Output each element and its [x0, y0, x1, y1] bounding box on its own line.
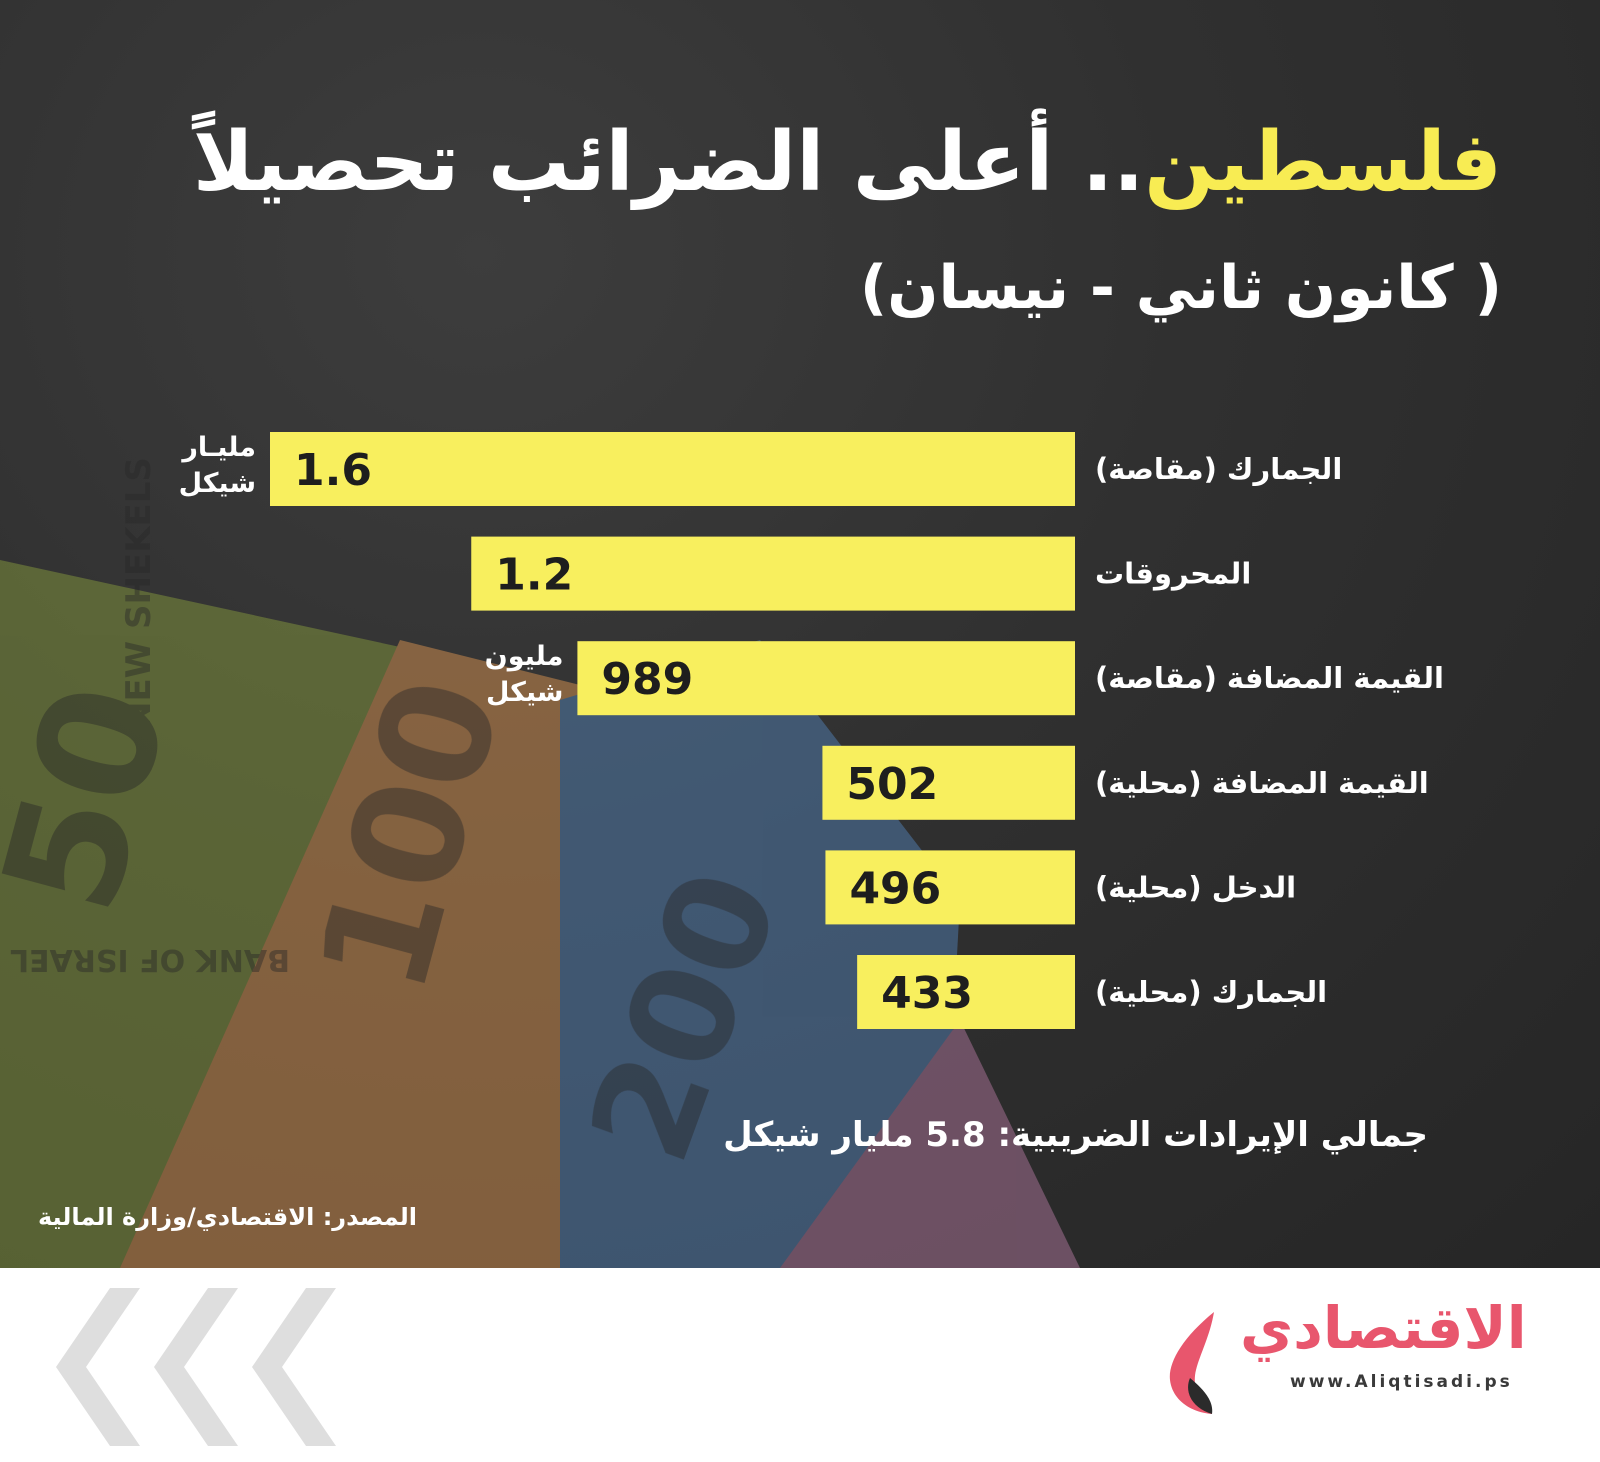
- page-subtitle: ( كانون ثاني - نيسان): [859, 253, 1502, 323]
- bar-4: [825, 850, 1075, 925]
- page-title: فلسطين.. أعلى الضرائب تحصيلاً: [193, 108, 1502, 218]
- banknote-text-bank-of-israel: BANK OF ISRAEL: [10, 942, 290, 977]
- bar-2: [577, 641, 1075, 716]
- bar-value-label-0: 1.6: [294, 445, 372, 496]
- banknotes-background: NEW SHEKELS 50 100 200 BANK OF ISRAEL: [0, 457, 1080, 1268]
- bar-3: [822, 745, 1075, 820]
- unit-label-line1-2: مليون: [485, 641, 564, 672]
- unit-label-line1-0: مليـار: [180, 432, 256, 463]
- category-label-4: الدخل (محلية): [1095, 870, 1296, 904]
- bar-1: [471, 536, 1075, 611]
- dark-background-panel: NEW SHEKELS 50 100 200 BANK OF ISRAEL فل…: [0, 0, 1600, 1268]
- logo-mark-icon: [1169, 1312, 1214, 1414]
- unit-label-line2-0: شيكل: [179, 468, 256, 499]
- source-note: المصدر: الاقتصادي/وزارة المالية: [38, 1203, 417, 1231]
- category-label-3: القيمة المضافة (محلية): [1095, 766, 1429, 800]
- banknote-edge-shape: [780, 1020, 1080, 1268]
- bar-value-label-2: 989: [601, 654, 693, 705]
- total-revenue-note: جمالي الإيرادات الضريبية: 5.8 مليار شيكل: [723, 1115, 1428, 1155]
- banknote-text-new-shekels: NEW SHEKELS: [119, 457, 159, 730]
- bar-value-label-1: 1.2: [495, 550, 573, 601]
- logo-text: الاقتصادي: [1240, 1294, 1527, 1362]
- title-highlight: فلسطين: [1144, 115, 1502, 210]
- bar-5: [857, 955, 1075, 1029]
- logo-url: www.Aliqtisadi.ps: [1290, 1372, 1513, 1392]
- bar-value-label-5: 433: [881, 968, 973, 1019]
- title-rest: .. أعلى الضرائب تحصيلاً: [192, 115, 1145, 210]
- category-label-2: القيمة المضافة (مقاصة): [1095, 661, 1444, 695]
- bar-0: [270, 432, 1075, 506]
- category-label-0: الجمارك (مقاصة): [1095, 452, 1342, 486]
- category-label-1: المحروقات: [1095, 557, 1251, 591]
- category-label-5: الجمارك (محلية): [1095, 975, 1327, 1009]
- bar-value-label-4: 496: [849, 863, 941, 914]
- footer: الاقتصادي www.Aliqtisadi.ps: [0, 1268, 1600, 1462]
- bar-value-label-3: 502: [846, 759, 938, 810]
- banknote-100-shape: [120, 640, 640, 1268]
- bars-layer: 1.6 الجمارك (مقاصة) مليـار شيكل 1.2 المحروقات…: [179, 432, 1444, 1029]
- chevrons-decoration-icon: [56, 1288, 336, 1446]
- unit-label-line2-2: شيكل: [486, 677, 563, 708]
- bar-chart: 1.6 الجمارك (مقاصة) مليـار شيكل 1.2 المحروقات…: [179, 432, 1444, 1029]
